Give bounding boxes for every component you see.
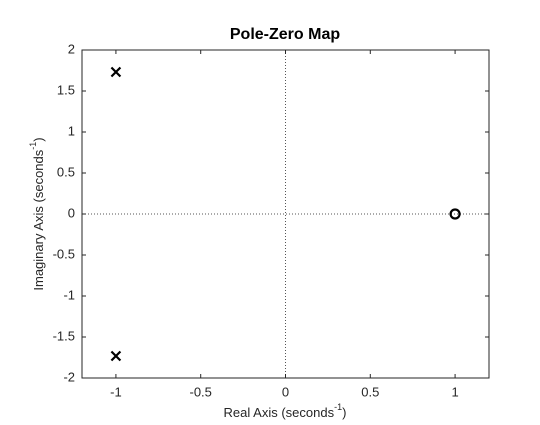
x-tick-label: 0.5 bbox=[361, 384, 379, 399]
x-tick-label: 0 bbox=[282, 384, 289, 399]
x-tick-label: 1 bbox=[451, 384, 458, 399]
pole-marker bbox=[110, 350, 122, 362]
y-tick-label: -1 bbox=[63, 287, 75, 302]
y-tick-label: -2 bbox=[63, 369, 75, 384]
y-tick-label: -1.5 bbox=[53, 328, 75, 343]
x-tick-label: -0.5 bbox=[190, 384, 212, 399]
zero-marker bbox=[449, 208, 461, 220]
x-axis-label-sup: -1 bbox=[334, 402, 342, 412]
x-axis-label: Real Axis (seconds-1) bbox=[224, 402, 347, 420]
y-tick-label: 0.5 bbox=[57, 164, 75, 179]
y-axis-label-end: ) bbox=[31, 137, 46, 141]
y-tick-label: 2 bbox=[68, 41, 75, 56]
pole-marker bbox=[110, 66, 122, 78]
y-tick-label: 0 bbox=[68, 205, 75, 220]
y-axis-label: Imaginary Axis (seconds-1) bbox=[28, 137, 46, 290]
x-axis-label-text: Real Axis (seconds bbox=[224, 405, 335, 420]
y-axis-label-text: Imaginary Axis (seconds bbox=[31, 149, 46, 290]
y-axis-label-sup: -1 bbox=[28, 142, 38, 150]
y-tick-label: 1.5 bbox=[57, 82, 75, 97]
y-tick-label: 1 bbox=[68, 123, 75, 138]
chart-title: Pole-Zero Map bbox=[230, 26, 340, 43]
x-tick-label: -1 bbox=[110, 384, 122, 399]
x-axis-label-end: ) bbox=[342, 405, 346, 420]
y-tick-label: -0.5 bbox=[53, 246, 75, 261]
